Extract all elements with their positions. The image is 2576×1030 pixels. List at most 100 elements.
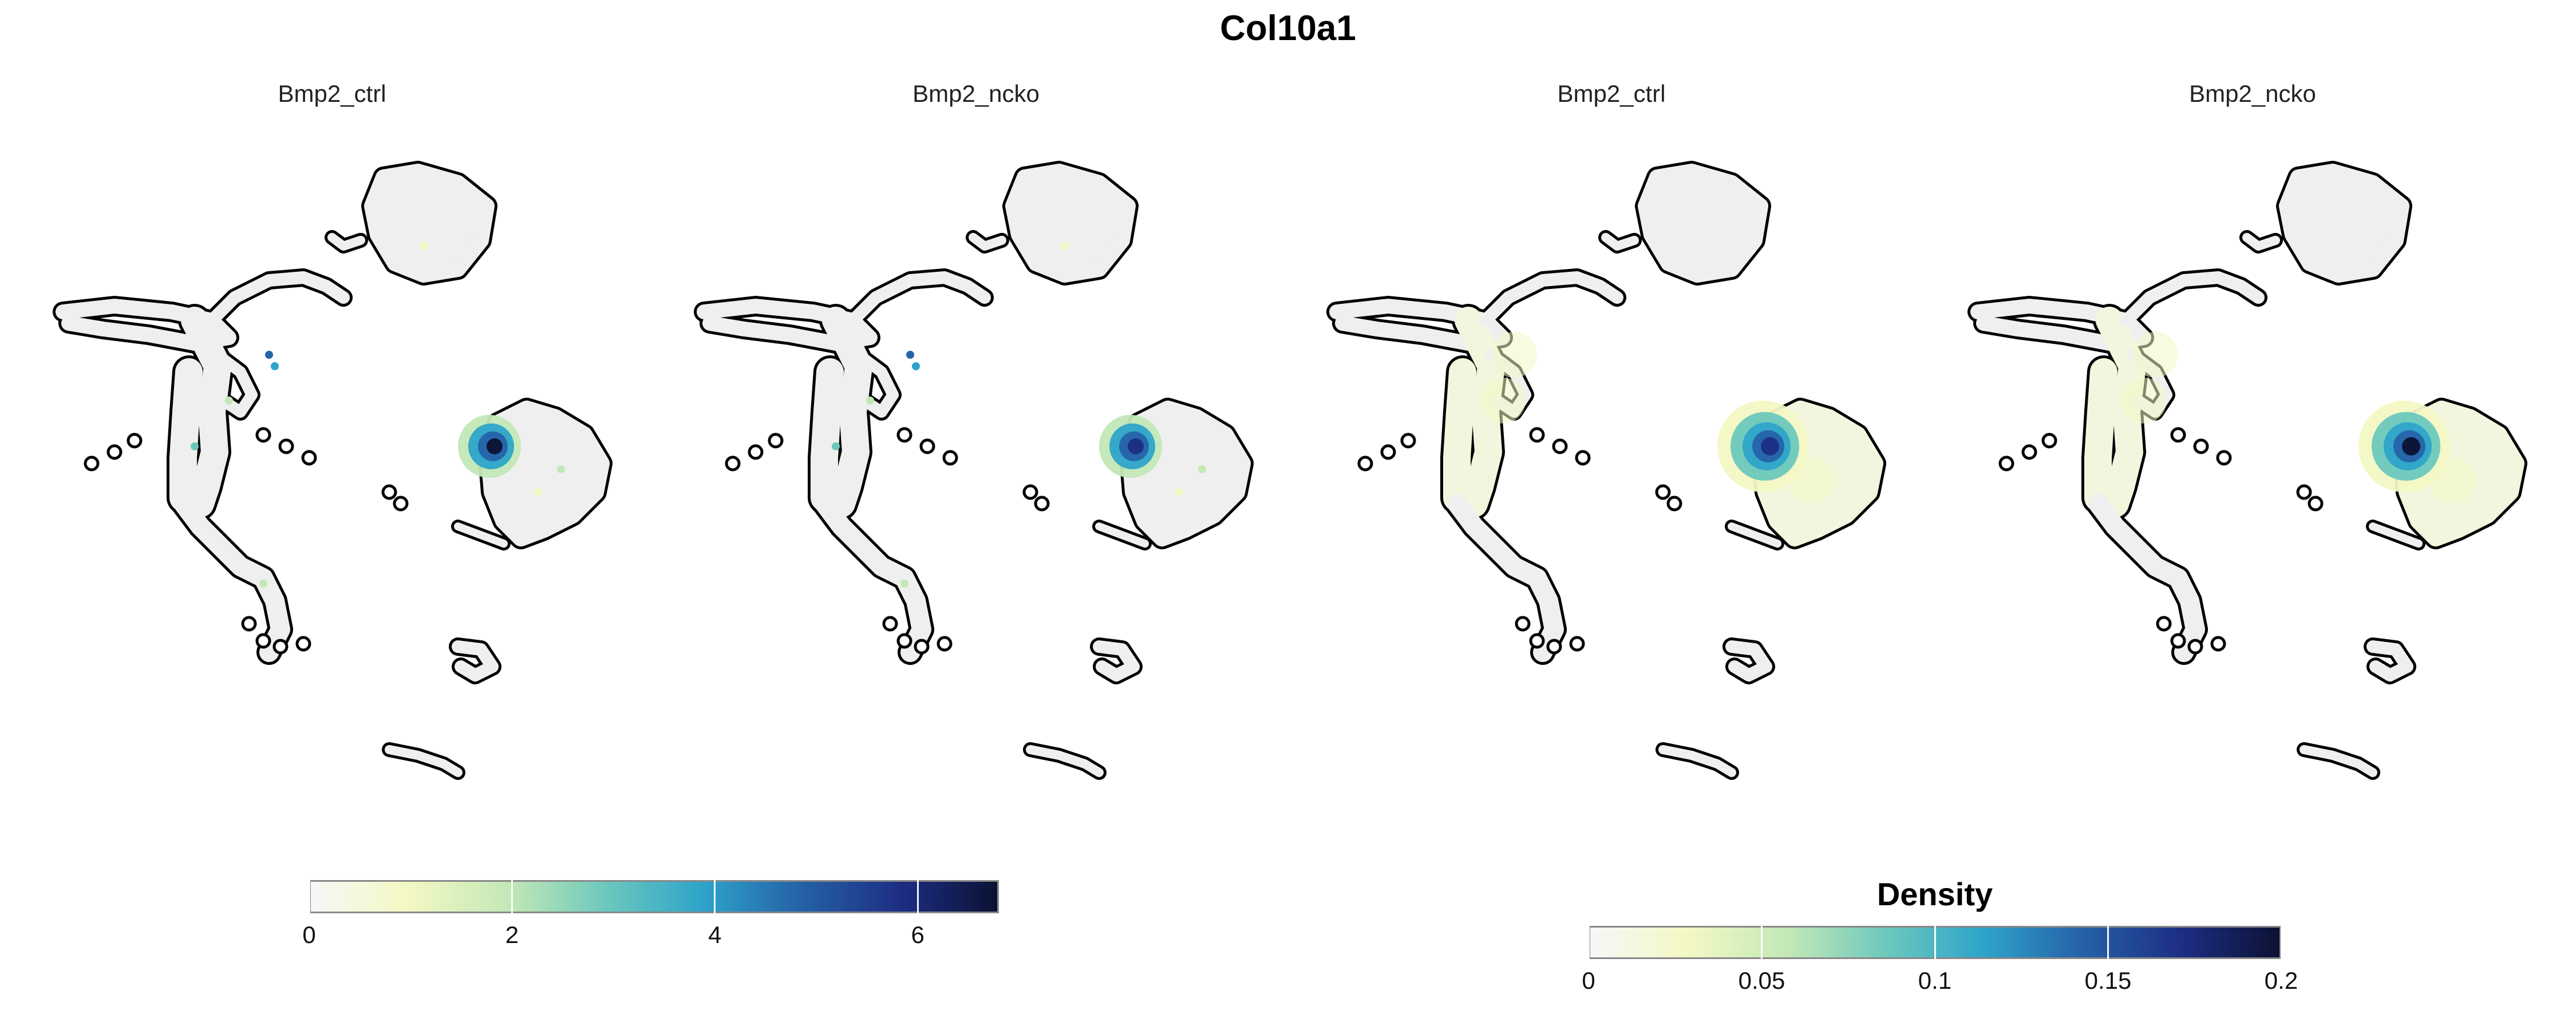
outlier-cell: [1022, 484, 1038, 500]
panel-label-1: Bmp2_ctrl: [278, 80, 386, 107]
outlier-cell: [2021, 444, 2037, 460]
outlier-cell: [1552, 438, 1568, 454]
colorbar-tick-label: 0: [1582, 967, 1595, 994]
expression-speck: [271, 362, 279, 370]
expression-speck: [1061, 242, 1069, 250]
cluster-left-trunk: [811, 307, 872, 517]
outlier-cell: [768, 433, 784, 449]
colorbar-tick-label: 0: [302, 921, 316, 948]
cluster-central-tail: [1728, 522, 1781, 548]
cluster-left-arm: [697, 299, 878, 351]
hotspot-ring: [2402, 437, 2420, 455]
cluster-top: [1005, 164, 1136, 283]
cluster-small-a: [452, 640, 499, 682]
expression-colorbar-bar: [309, 880, 999, 913]
outlier-cell: [919, 438, 935, 454]
cluster-left-hook: [847, 271, 991, 327]
hotspot-ring: [487, 438, 503, 454]
outlier-cell: [2216, 450, 2232, 466]
outlier-cell: [2296, 484, 2312, 500]
panel-label-3: Bmp2_ctrl: [1557, 80, 1666, 107]
density-halo: [2121, 378, 2167, 423]
cluster-left-trunk: [169, 307, 231, 517]
outlier-cell: [2193, 438, 2209, 454]
outlier-cell: [1380, 444, 1396, 460]
colorbar-tick-label: 0.15: [2084, 967, 2132, 994]
cluster-left-hook: [206, 271, 350, 327]
outlier-cell: [2187, 639, 2203, 655]
cluster-small-a: [1725, 640, 1772, 682]
cluster-small-b: [2300, 745, 2377, 777]
panel-4: [1967, 161, 2527, 780]
panel-3: [1326, 161, 1886, 780]
outlier-cell: [295, 636, 311, 652]
expression-speck: [912, 362, 920, 370]
density-colorbar: Density 0 0.05 0.1 0.15 0.2: [1582, 858, 2298, 1001]
outlier-cell: [1357, 455, 1373, 472]
cluster-left-lower: [2088, 494, 2205, 662]
chart-title: Col10a1: [1220, 9, 1356, 48]
outlier-cell: [2210, 636, 2226, 652]
cluster-left-hook: [1479, 271, 1623, 327]
expression-speck: [1198, 465, 1206, 473]
density-halo: [2132, 332, 2178, 378]
colorbar-tick: [308, 880, 310, 913]
colorbar-tick-label: 4: [708, 921, 722, 948]
panel-2: [694, 161, 1254, 780]
outlier-cell: [1034, 496, 1050, 512]
cluster-central-tail: [454, 522, 508, 548]
colorbar-tick-label: 2: [505, 921, 519, 948]
colorbar-tick: [916, 880, 919, 913]
colorbar-tick: [2280, 926, 2282, 959]
colorbar-tick-label: 0.2: [2264, 967, 2298, 994]
colorbar-tick: [1587, 926, 1590, 959]
panel-label-4: Bmp2_ncko: [2189, 80, 2316, 107]
density-halo: [1480, 378, 1526, 423]
expression-speck: [265, 351, 273, 359]
colorbar-tick-label: 6: [911, 921, 924, 948]
expression-speck: [1175, 488, 1183, 496]
outlier-cell: [1529, 427, 1545, 443]
expression-speck: [534, 488, 542, 496]
cluster-small-a: [1093, 640, 1140, 682]
expression-speck: [832, 442, 840, 450]
outlier-cell: [896, 633, 912, 649]
cluster-left-lower: [173, 494, 290, 662]
outlier-cell: [1655, 484, 1671, 500]
cluster-small-b: [1658, 745, 1736, 777]
outlier-cell: [882, 616, 898, 632]
outlier-cell: [2308, 496, 2324, 512]
expression-speck: [225, 397, 233, 405]
cluster-left-mid: [212, 349, 258, 418]
cluster-left-hook: [2120, 271, 2265, 327]
cluster-top: [364, 164, 495, 283]
outlier-cell: [241, 616, 257, 632]
density-halo: [1789, 458, 1835, 504]
cluster-left-lower: [815, 494, 931, 662]
colorbar-tick-label: 0.05: [1738, 967, 1785, 994]
cluster-left-arm: [56, 299, 236, 351]
outlier-cell: [1529, 633, 1545, 649]
outlier-cell: [1515, 616, 1531, 632]
expression-speck: [866, 397, 874, 405]
cluster-left-lower: [1447, 494, 1564, 662]
outlier-cell: [272, 639, 289, 655]
colorbar-tick: [714, 880, 716, 913]
cluster-top-spur: [969, 233, 1006, 251]
outlier-cell: [1666, 496, 1682, 512]
outlier-cell: [255, 427, 271, 443]
outlier-cell: [748, 444, 764, 460]
outlier-cell: [393, 496, 409, 512]
outlier-cell: [896, 427, 912, 443]
colorbar-tick: [2107, 926, 2109, 959]
outlier-cell: [1998, 455, 2014, 472]
outlier-cell: [255, 633, 271, 649]
outlier-cell: [914, 639, 930, 655]
outlier-cell: [2156, 616, 2172, 632]
cluster-top: [2279, 164, 2409, 283]
density-halo: [1491, 332, 1537, 378]
cluster-left-mid: [853, 349, 899, 418]
cluster-small-b: [385, 745, 463, 777]
outlier-cell: [301, 450, 317, 466]
